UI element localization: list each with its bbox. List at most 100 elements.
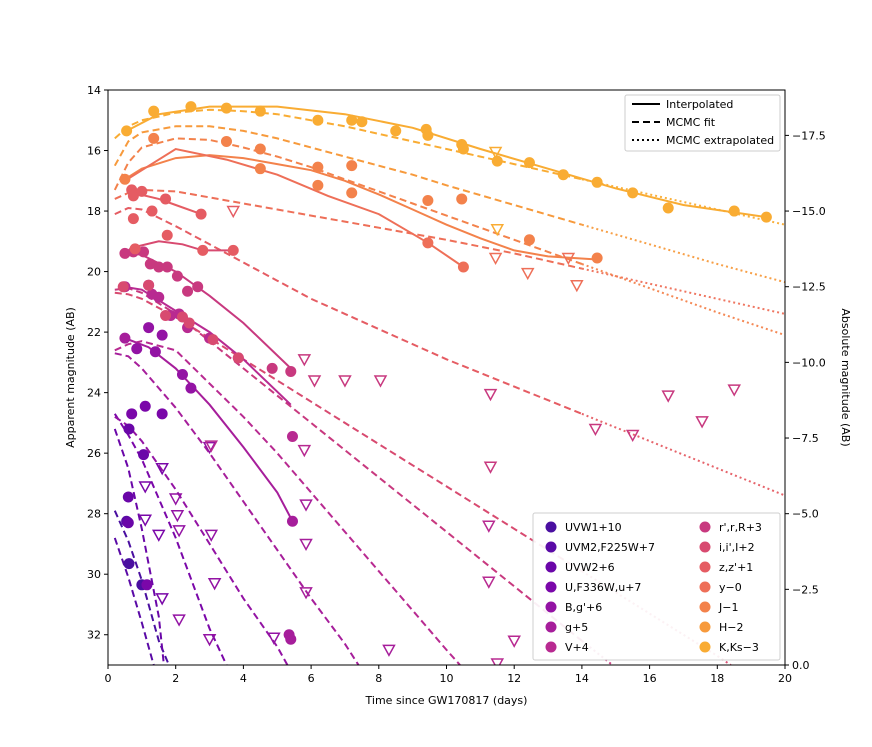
detection-point (136, 185, 148, 197)
detection-point (138, 246, 150, 258)
detection-point (129, 243, 141, 255)
detection-point (422, 194, 434, 206)
mcmc-fit-line (114, 415, 289, 665)
series-legend-label: U,F336W,u+7 (565, 581, 641, 594)
x-tick-label: 18 (710, 672, 724, 685)
detection-point (119, 247, 131, 259)
mcmc-extrapolated-line (581, 223, 785, 284)
detection-point (127, 190, 139, 202)
detection-point (185, 101, 197, 113)
upper-limit-point (202, 634, 217, 647)
upper-limit-point (138, 481, 153, 494)
detection-point (254, 143, 266, 155)
y2-axis-label: Absolute magnitude (AB) (839, 308, 852, 446)
detection-point (591, 252, 603, 264)
series-legend-label: UVM2,F225W+7 (565, 541, 655, 554)
detection-point (457, 261, 469, 273)
series-legend-marker (545, 521, 557, 533)
upper-limit-point (307, 375, 322, 388)
x-tick-label: 12 (507, 672, 521, 685)
series-legend-label: y−0 (719, 581, 742, 594)
upper-limit-point (570, 279, 584, 293)
series-legend-label: K,Ks−3 (719, 641, 759, 654)
series-legend-label: H−2 (719, 621, 744, 634)
x-tick-label: 14 (575, 672, 589, 685)
detection-point (160, 309, 172, 321)
detection-point (149, 346, 161, 358)
detection-point (153, 291, 165, 303)
detection-point (285, 365, 297, 377)
series-legend-marker (699, 561, 711, 573)
detection-point (144, 258, 156, 270)
series-legend-marker (545, 641, 557, 653)
series-legend-label: UVW2+6 (565, 561, 615, 574)
detection-point (254, 105, 266, 117)
interpolated-line (124, 154, 598, 261)
detection-point (153, 261, 165, 273)
y-axis-label: Apparent magnitude (AB) (64, 307, 77, 448)
detection-point (156, 329, 168, 341)
detection-point (312, 114, 324, 126)
upper-limit-point (299, 538, 313, 552)
series-legend-label: V+4 (565, 641, 589, 654)
detection-point (456, 193, 468, 205)
upper-limit-point (382, 644, 396, 657)
x-tick-label: 8 (375, 672, 382, 685)
mcmc-extrapolated-line (581, 412, 785, 497)
series-legend-marker (699, 621, 711, 633)
upper-limit-point (507, 635, 521, 648)
y-tick-label: 30 (87, 568, 101, 581)
detection-point (220, 102, 232, 114)
upper-limit-point (299, 587, 313, 600)
mcmc-fit-line (113, 537, 155, 665)
series-legend-marker (699, 521, 711, 533)
x-tick-label: 16 (643, 672, 657, 685)
series-legend-marker (699, 581, 711, 593)
series-legend-marker (699, 541, 711, 553)
series-legend-label: J−1 (718, 601, 738, 614)
detection-point (131, 343, 143, 355)
detection-point (195, 208, 207, 220)
y2-tick-label: −5.0 (792, 508, 819, 521)
upper-limit-point (488, 146, 503, 160)
upper-limit-point (373, 375, 388, 388)
mcmc-fit-line (114, 188, 583, 270)
y-tick-label: 24 (87, 387, 101, 400)
detection-point (227, 244, 239, 256)
series-legend-marker (545, 581, 557, 593)
interpolated-line (124, 147, 464, 268)
mcmc-fit-line (114, 340, 461, 665)
interpolated-line (133, 240, 234, 252)
series-legend: UVW1+10 UVM2,F225W+7 UVW2+6 U,F336W,u+7 B,g'… (532, 512, 781, 661)
upper-limit-point (152, 529, 166, 542)
series-legend-label: i,i',I+2 (719, 541, 755, 554)
y2-tick-label: −12.5 (792, 281, 826, 294)
detection-point (312, 179, 324, 191)
detection-point (422, 237, 434, 249)
style-legend: Interpolated MCMC fit MCMC extrapolated (624, 94, 781, 152)
series-legend-marker (545, 561, 557, 573)
detection-point (197, 244, 209, 256)
detection-point (122, 491, 134, 503)
mcmc-fit-line (113, 125, 583, 226)
detection-point (123, 558, 135, 570)
upper-limit-point (561, 252, 576, 266)
detection-point (422, 129, 434, 141)
upper-limit-point (207, 578, 222, 591)
detection-point (126, 408, 138, 420)
upper-limit-point (138, 514, 153, 527)
mcmc-fit-line (114, 108, 583, 181)
detection-point (627, 187, 639, 199)
detection-point (728, 205, 740, 217)
upper-limit-point (490, 223, 505, 237)
detection-point (254, 163, 266, 175)
mcmc-extrapolated-line (581, 263, 785, 337)
series-legend-label: z,z'+1 (719, 561, 753, 574)
detection-point (123, 423, 135, 435)
upper-limit-point (155, 463, 169, 476)
upper-limit-point (483, 461, 498, 474)
upper-limit-point (297, 444, 312, 458)
detection-point (117, 281, 129, 293)
y-tick-label: 28 (87, 508, 101, 521)
upper-limit-point (625, 429, 640, 443)
